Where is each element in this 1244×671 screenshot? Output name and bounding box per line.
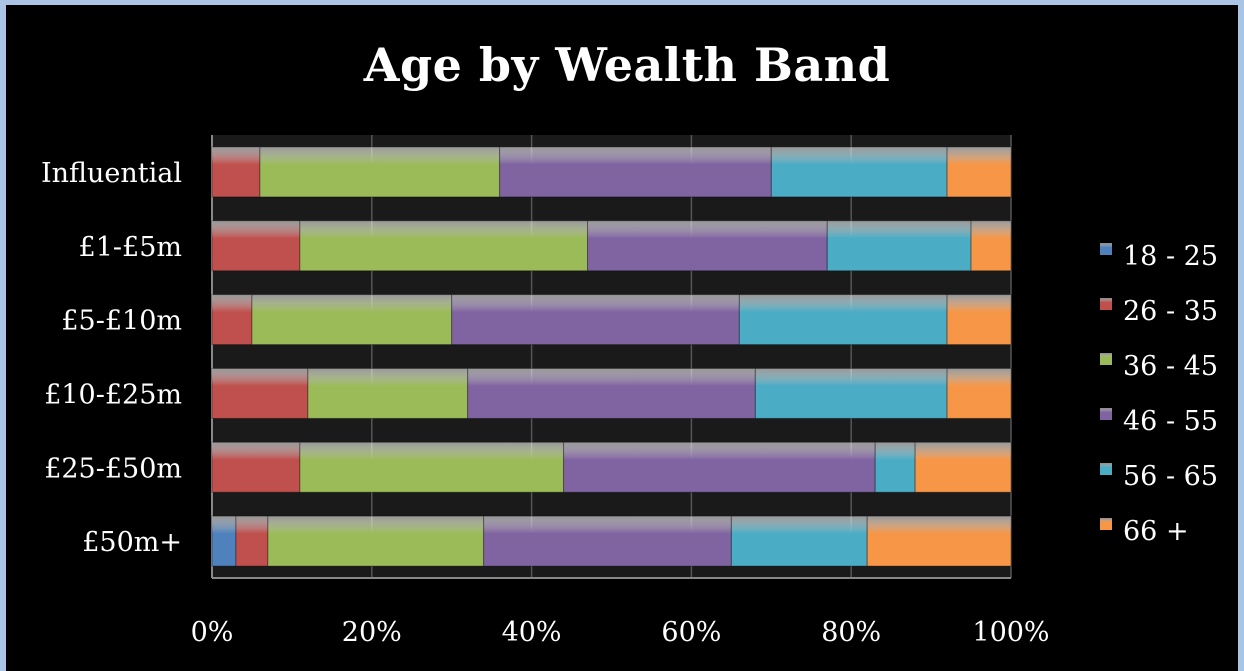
- legend-label: 18 - 25: [1123, 241, 1218, 272]
- x-tick-label: 100%: [972, 617, 1049, 648]
- bar-5-10m-46-55: [451, 294, 740, 346]
- bar-10-25m-26-35: [211, 367, 309, 419]
- legend-swatch: [1100, 353, 1112, 365]
- bar-25-50m-66-plus: [914, 441, 1012, 493]
- legend-item-18-25: 18 - 25: [1100, 241, 1218, 272]
- bar-25-50m-36-45: [299, 441, 565, 493]
- bar-5-10m-66-plus: [946, 294, 1012, 346]
- x-tick-label: 80%: [821, 617, 881, 648]
- bar-5-10m-36-45: [251, 294, 453, 346]
- legend: 18 - 25 26 - 35 36 - 45 46 - 55 56 - 65 66 +: [1100, 241, 1218, 547]
- bar-influential-56-65: [770, 146, 948, 198]
- legend-swatch: [1100, 518, 1112, 530]
- legend-label: 46 - 55: [1123, 406, 1218, 437]
- legend-swatch: [1100, 408, 1112, 420]
- chart-title: Age by Wealth Band: [363, 38, 891, 92]
- legend-item-36-45: 36 - 45: [1100, 351, 1218, 382]
- legend-swatch: [1100, 243, 1112, 255]
- bar-25-50m-56-65: [874, 441, 916, 493]
- bar-10-25m-46-55: [467, 367, 756, 419]
- bar-50mplus-56-65: [730, 515, 868, 567]
- bar-50mplus-26-35: [235, 515, 269, 567]
- bar-50mplus-46-55: [483, 515, 732, 567]
- x-tick-label: 60%: [661, 617, 721, 648]
- x-tick-label: 40%: [502, 617, 562, 648]
- legend-swatch: [1100, 463, 1112, 475]
- plot-background: [212, 135, 1011, 578]
- bar-1-5m-36-45: [299, 220, 589, 272]
- bar-5-10m-56-65: [738, 294, 948, 346]
- bar-influential-66-plus: [946, 146, 1012, 198]
- category-label: £10-£25m: [44, 379, 182, 410]
- bar-1-5m-66-plus: [970, 220, 1012, 272]
- bar-influential-36-45: [259, 146, 501, 198]
- category-label: £25-£50m: [44, 453, 182, 484]
- bar-25-50m-46-55: [563, 441, 876, 493]
- category-labels: Influential £1-£5m £5-£10m £10-£25m £25-£50m…: [41, 158, 182, 558]
- legend-item-56-65: 56 - 65: [1100, 461, 1218, 492]
- legend-label: 26 - 35: [1123, 296, 1218, 327]
- bar-1-5m-46-55: [587, 220, 828, 272]
- category-label: £5-£10m: [61, 306, 182, 337]
- bar-50mplus-18-25: [211, 515, 237, 567]
- legend-item-46-55: 46 - 55: [1100, 406, 1218, 437]
- bar-50mplus-66-plus: [866, 515, 1012, 567]
- bar-10-25m-56-65: [754, 367, 948, 419]
- legend-label: 66 +: [1123, 516, 1189, 547]
- bar-10-25m-66-plus: [946, 367, 1012, 419]
- category-label: £50m+: [82, 527, 182, 558]
- x-tick-label: 20%: [342, 617, 402, 648]
- x-tick-label: 0%: [191, 617, 234, 648]
- legend-item-66-plus: 66 +: [1100, 516, 1189, 547]
- category-label: Influential: [41, 158, 182, 189]
- bar-5-10m-26-35: [211, 294, 253, 346]
- bar-50mplus-36-45: [267, 515, 485, 567]
- bar-1-5m-56-65: [826, 220, 972, 272]
- bar-10-25m-36-45: [307, 367, 469, 419]
- legend-swatch: [1100, 298, 1112, 310]
- x-tick-labels: 0% 20% 40% 60% 80% 100%: [191, 617, 1050, 648]
- category-label: £1-£5m: [79, 232, 182, 263]
- bar-25-50m-26-35: [211, 441, 301, 493]
- legend-item-26-35: 26 - 35: [1100, 296, 1218, 327]
- legend-label: 36 - 45: [1123, 351, 1218, 382]
- bar-influential-26-35: [211, 146, 261, 198]
- bar-1-5m-26-35: [211, 220, 301, 272]
- plot-area: [211, 135, 1012, 579]
- bar-influential-46-55: [499, 146, 772, 198]
- bars: [211, 146, 1012, 567]
- legend-label: 56 - 65: [1123, 461, 1218, 492]
